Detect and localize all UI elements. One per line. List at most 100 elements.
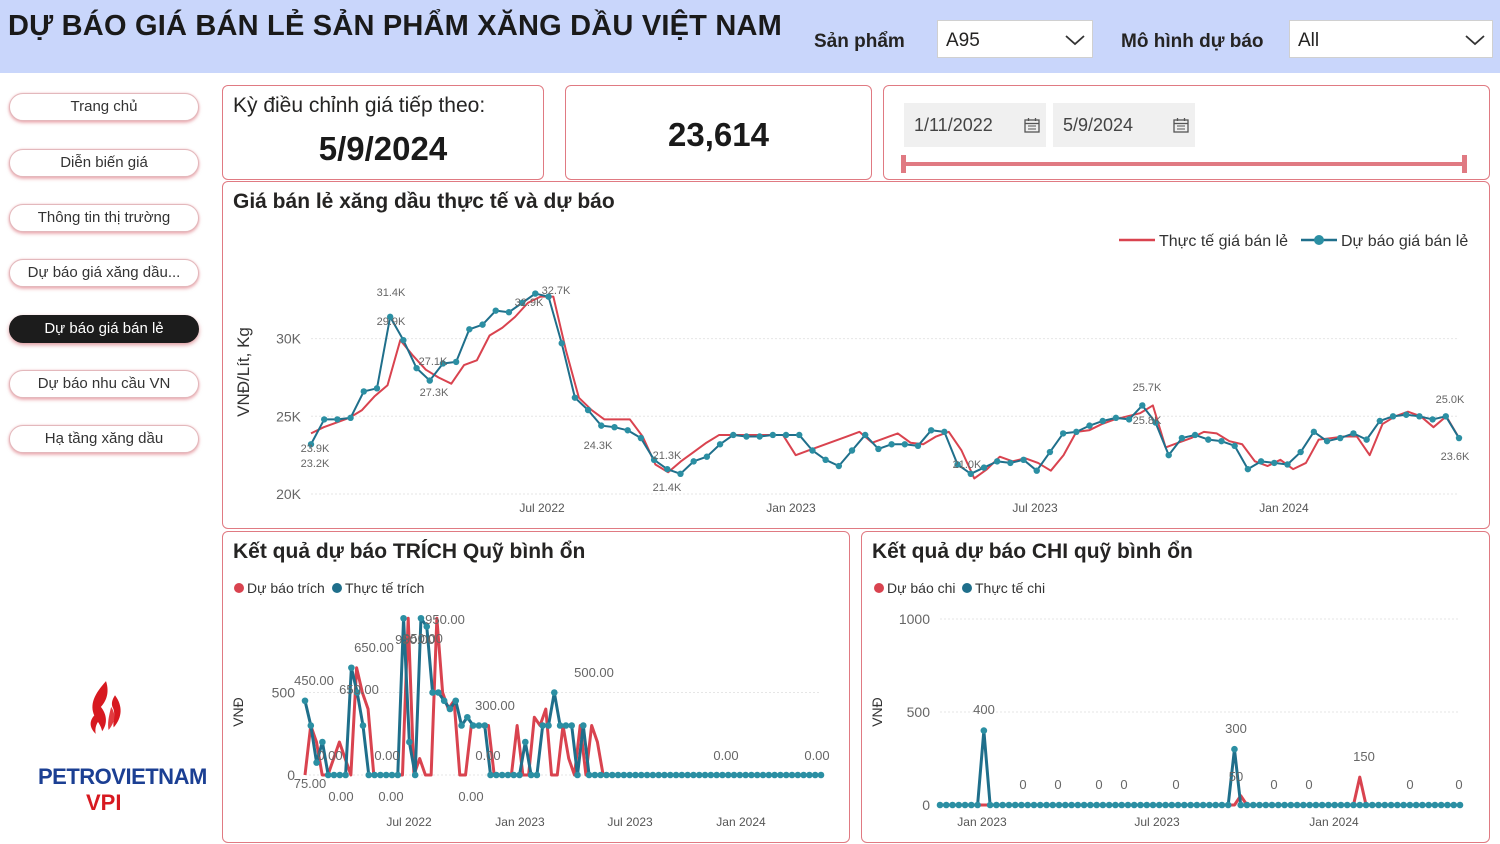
data-label: 25.7K bbox=[1133, 382, 1162, 394]
data-point bbox=[1297, 448, 1304, 456]
end-date-input[interactable]: 5/9/2024 bbox=[1053, 103, 1195, 147]
data-point bbox=[980, 464, 988, 471]
start-date-value: 1/11/2022 bbox=[914, 115, 993, 135]
data-point bbox=[690, 771, 697, 779]
data-point bbox=[1011, 801, 1019, 809]
data-point bbox=[466, 326, 473, 333]
data-point bbox=[1080, 801, 1088, 809]
data-point bbox=[661, 771, 668, 779]
data-point bbox=[1007, 459, 1014, 467]
data-point bbox=[584, 406, 592, 414]
data-point bbox=[756, 433, 763, 440]
date-range-slider[interactable] bbox=[898, 154, 1470, 174]
data-point bbox=[417, 614, 425, 622]
data-label: 0.00 bbox=[317, 748, 342, 763]
y-tick-label: 500 bbox=[272, 685, 296, 701]
data-point bbox=[1055, 801, 1063, 809]
data-label: 75.00 bbox=[294, 776, 327, 791]
data-point bbox=[914, 442, 922, 450]
data-point bbox=[533, 771, 541, 779]
data-point bbox=[620, 771, 628, 779]
data-label: 29.9K bbox=[377, 316, 406, 328]
data-point bbox=[365, 771, 373, 779]
data-point bbox=[1231, 442, 1238, 450]
data-point bbox=[603, 771, 610, 779]
y-tick-label: 0 bbox=[287, 767, 295, 783]
start-date-input[interactable]: 1/11/2022 bbox=[904, 103, 1046, 147]
data-label: 0.00 bbox=[713, 748, 738, 763]
data-point bbox=[429, 689, 436, 696]
data-point bbox=[1310, 428, 1318, 436]
nav-fuel-price-forecast-button[interactable]: Dự báo giá xăng dầu... bbox=[9, 259, 199, 287]
data-label: 0 bbox=[1455, 777, 1462, 792]
end-date-value: 5/9/2024 bbox=[1063, 115, 1134, 135]
data-point bbox=[551, 689, 558, 696]
data-point bbox=[342, 771, 349, 779]
data-label: 0.00 bbox=[475, 748, 500, 763]
data-point bbox=[1293, 801, 1301, 809]
data-point bbox=[1174, 801, 1182, 809]
nav-infrastructure-button[interactable]: Hạ tầng xăng dầu bbox=[9, 425, 199, 453]
slider-start-handle[interactable] bbox=[901, 155, 906, 173]
x-tick-label: Jan 2024 bbox=[1309, 815, 1359, 829]
data-point bbox=[388, 771, 396, 779]
data-point bbox=[334, 416, 341, 423]
nav-demand-forecast-button[interactable]: Dự báo nhu cầu VN bbox=[9, 370, 199, 398]
data-point bbox=[1043, 801, 1050, 809]
data-point bbox=[571, 394, 579, 401]
data-label: 0 bbox=[1120, 777, 1127, 792]
data-label: 950.00 bbox=[403, 631, 443, 646]
data-point bbox=[1287, 801, 1295, 809]
calendar-icon[interactable] bbox=[1173, 117, 1189, 133]
data-point bbox=[730, 771, 738, 779]
data-point bbox=[1450, 801, 1458, 809]
model-dropdown[interactable]: All bbox=[1289, 20, 1493, 58]
data-point bbox=[1218, 437, 1225, 445]
data-point bbox=[765, 771, 773, 779]
data-point bbox=[394, 771, 402, 779]
data-point bbox=[626, 771, 633, 779]
data-point bbox=[347, 414, 354, 422]
calendar-icon[interactable] bbox=[1024, 117, 1040, 133]
contribution-chart: Dự báo trích Thực tế trích VNĐ 0 500 Jul … bbox=[230, 580, 830, 829]
nav-retail-price-forecast-button[interactable]: Dự báo giá bán lẻ bbox=[9, 315, 199, 343]
data-point bbox=[505, 309, 513, 316]
nav-home-button[interactable]: Trang chủ bbox=[9, 93, 199, 121]
data-point bbox=[545, 293, 552, 300]
product-dropdown[interactable]: A95 bbox=[937, 20, 1093, 58]
data-point bbox=[809, 447, 816, 454]
data-point bbox=[1249, 801, 1257, 809]
x-tick-label: Jul 2022 bbox=[386, 815, 432, 829]
data-point bbox=[371, 771, 378, 779]
data-point bbox=[301, 697, 309, 705]
slider-end-handle[interactable] bbox=[1462, 155, 1467, 173]
data-point bbox=[498, 771, 506, 779]
data-label: 450.00 bbox=[294, 673, 334, 688]
data-point bbox=[1087, 801, 1094, 809]
y-tick-label: 30K bbox=[276, 331, 302, 347]
data-point bbox=[1416, 413, 1423, 420]
data-point bbox=[1030, 801, 1038, 809]
model-filter-label: Mô hình dự báo bbox=[1121, 31, 1264, 52]
data-point bbox=[794, 771, 802, 779]
data-point bbox=[324, 771, 332, 779]
data-point bbox=[1325, 801, 1332, 809]
series-line-a bbox=[940, 775, 1460, 807]
nav-market-info-button[interactable]: Thông tin thị trường bbox=[9, 204, 199, 232]
data-label: 31.4K bbox=[377, 287, 406, 299]
nav-price-trend-button[interactable]: Diễn biến giá bbox=[9, 149, 199, 177]
data-label: 650.00 bbox=[339, 682, 379, 697]
data-point bbox=[782, 431, 790, 439]
petrovietnam-flame-logo-icon bbox=[90, 681, 121, 734]
data-point bbox=[1431, 801, 1439, 809]
data-point bbox=[1205, 436, 1212, 443]
data-point bbox=[597, 771, 604, 779]
data-label: 25.8K bbox=[1133, 415, 1162, 427]
data-label: 0 bbox=[1019, 777, 1026, 792]
data-point bbox=[684, 771, 691, 779]
data-point bbox=[568, 722, 575, 729]
data-point bbox=[373, 385, 381, 392]
data-point bbox=[862, 431, 869, 439]
chevron-down-icon bbox=[1465, 35, 1485, 46]
